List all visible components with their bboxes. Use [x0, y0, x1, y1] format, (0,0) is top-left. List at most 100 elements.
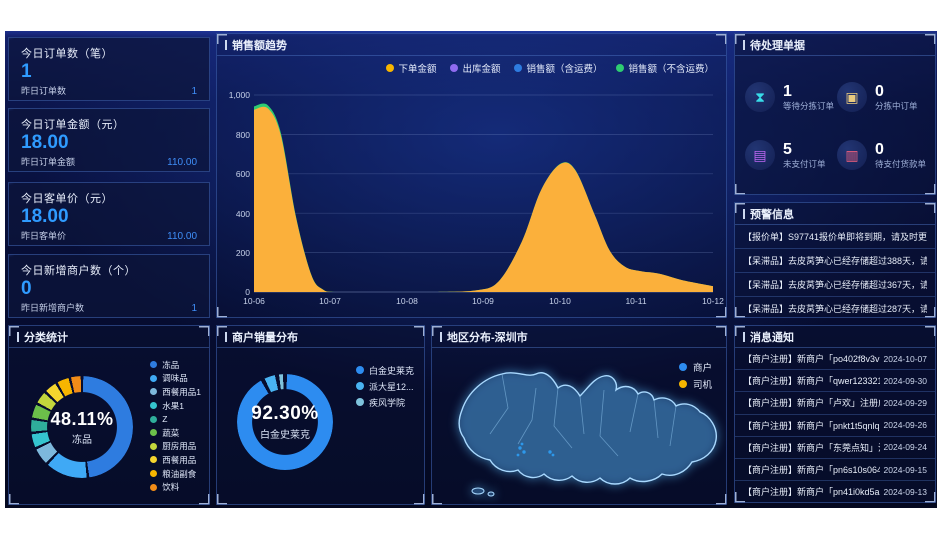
legend-dot-icon	[150, 388, 158, 396]
legend-dot-icon	[150, 374, 158, 382]
card-prev-value: 1	[191, 303, 197, 314]
legend-item[interactable]: 蔬菜	[150, 426, 201, 440]
legend-label: 疾风学院	[368, 397, 405, 408]
trend-legend: 下单金额 出库金额 销售额（含运费） 销售额（不含运费）	[386, 61, 714, 75]
message-row[interactable]: 【商户注册】新商户「东莞点知」注册成功...2024-09-24	[735, 437, 935, 459]
region-map-panel: 地区分布-深圳市 商户 司机	[431, 325, 727, 505]
legend-label: 下单金额	[398, 64, 437, 75]
x-axis-tick: 10-11	[625, 296, 647, 306]
panel-title: 销售额趋势	[217, 34, 726, 56]
legend-item[interactable]: 饮料	[150, 480, 201, 494]
legend-label: 派大星12...	[368, 381, 414, 392]
legend-item[interactable]: 出库金额	[450, 61, 500, 75]
hourglass-icon	[745, 82, 775, 112]
legend-dot-icon	[150, 442, 158, 450]
message-row[interactable]: 【商户注册】新商户「pn41i0kd5a5nvkpepvj...2024-09-…	[735, 481, 935, 502]
donut-ring[interactable]	[237, 374, 333, 470]
dashboard: 今日订单数（笔） 1 昨日订单数 1 今日订单金额（元） 18.00 昨日订单金额…	[5, 31, 937, 508]
legend-label: Z	[162, 414, 168, 425]
message-text: 【商户注册】新商户「qwer12332100」注册...	[743, 376, 880, 387]
x-axis-tick: 10-10	[549, 296, 571, 306]
donut-center: 92.30% 白金史莱克	[237, 374, 333, 470]
message-text: 【商户注册】新商户「东莞点知」注册成功...	[743, 442, 880, 453]
legend-item[interactable]: 销售额（含运费）	[514, 61, 602, 75]
pending-count: 0	[875, 82, 884, 100]
donut-center-label: 冻品	[72, 434, 92, 446]
x-axis-tick: 10-12	[702, 296, 724, 306]
legend-item[interactable]: 粮油副食	[150, 467, 201, 481]
pending-item-unpaid-orders[interactable]: 5 未支付订单	[745, 126, 837, 184]
wallet-icon	[745, 140, 775, 170]
legend-item[interactable]: 销售额（不含运费）	[616, 61, 714, 75]
message-date: 2024-09-29	[883, 397, 927, 408]
legend-dot-icon	[150, 361, 158, 369]
category-donut-chart[interactable]: 48.11% 冻品	[31, 376, 133, 478]
legend-dot-icon	[150, 470, 158, 478]
legend-label: 西餐用品	[162, 454, 197, 465]
legend-item[interactable]: 商户	[678, 358, 712, 375]
message-row[interactable]: 【商户注册】新商户「pn6s10s064c7b7ul3ll...2024-09-…	[735, 459, 935, 482]
legend-item[interactable]: 西餐用品1	[150, 385, 201, 399]
legend-item[interactable]: 西餐用品	[150, 453, 201, 467]
card-title: 今日客单价（元）	[21, 193, 113, 205]
card-prev-label: 昨日订单金额	[21, 157, 76, 167]
panel-title-text: 商户销量分布	[232, 331, 298, 344]
message-text: 【商户注册】新商户「po402f8v3v70pr238k...	[743, 354, 880, 365]
alert-row[interactable]: 【呆滞品】去皮莴笋心已经存储超过388天，请留意！（...	[735, 249, 935, 273]
legend-dot-icon	[150, 429, 158, 437]
pending-label: 待支付货款单	[875, 158, 927, 169]
legend-item[interactable]: 调味品	[150, 372, 201, 386]
trend-area-chart[interactable]	[217, 34, 728, 319]
pending-label: 未支付订单	[783, 158, 826, 169]
pending-count: 1	[783, 82, 792, 100]
merchant-donut-chart[interactable]: 92.30% 白金史莱克	[237, 374, 333, 470]
alert-text: 【呆滞品】去皮莴笋心已经存储超过367天，请留意！（...	[743, 280, 927, 290]
merchant-dots	[516, 442, 555, 457]
alert-row[interactable]: 【呆滞品】去皮莴笋心已经存储超过367天，请留意！（...	[735, 273, 935, 297]
notification-panel: 消息通知 【商户注册】新商户「po402f8v3v70pr238k...2024…	[734, 325, 936, 503]
donut-ring[interactable]	[31, 376, 133, 478]
legend-item[interactable]: 疾风学院	[355, 394, 414, 410]
card-prev-value: 110.00	[167, 157, 197, 168]
message-row[interactable]: 【商户注册】新商户「po402f8v3v70pr238k...2024-10-0…	[735, 348, 935, 371]
legend-label: 冻品	[162, 359, 180, 370]
legend-item[interactable]: 派大星12...	[355, 378, 414, 394]
message-text: 【商户注册】新商户「pn41i0kd5a5nvkpepvj...	[743, 487, 880, 498]
legend-item[interactable]: 白金史莱克	[355, 362, 414, 378]
legend-item[interactable]: 厨房用品	[150, 440, 201, 454]
alert-row[interactable]: 【报价单】S97741报价单即将到期，请及时更新报价！	[735, 225, 935, 249]
legend-item[interactable]: 下单金额	[386, 61, 436, 75]
message-row[interactable]: 【商户注册】新商户「卢欢」注册成功，请...2024-09-29	[735, 392, 935, 415]
alert-row[interactable]: 【呆滞品】去皮莴笋心已经存储超过287天，请留意！（...	[735, 297, 935, 317]
stat-card-avg-price: 今日客单价（元） 18.00 昨日客单价 110.00	[8, 182, 210, 246]
legend-label: 粮油副食	[162, 468, 197, 479]
pending-item-waiting-sort[interactable]: 1 等待分拣订单	[745, 68, 837, 126]
pending-item-unpaid-bills[interactable]: 0 待支付货款单	[837, 126, 929, 184]
legend-item[interactable]: 司机	[678, 375, 712, 392]
legend-item[interactable]: Z	[150, 412, 201, 426]
alert-text: 【呆滞品】去皮莴笋心已经存储超过388天，请留意！（...	[743, 256, 927, 266]
category-stats-panel: 分类统计 48.11% 冻品 冻品 调味品 西餐用品1 水果1 Z 蔬菜 厨房用…	[8, 325, 210, 505]
legend-label: 出库金额	[462, 64, 501, 75]
stat-card-orders: 今日订单数（笔） 1 昨日订单数 1	[8, 37, 210, 101]
panel-title-text: 消息通知	[750, 331, 794, 344]
card-value: 18.00	[21, 132, 69, 153]
message-row[interactable]: 【商户注册】新商户「qwer12332100」注册...2024-09-30	[735, 370, 935, 393]
card-prev-value: 1	[191, 86, 197, 97]
panel-title: 分类统计	[9, 326, 209, 348]
alerts-panel: 预警信息 【报价单】S97741报价单即将到期，请及时更新报价！ 【呆滞品】去皮…	[734, 202, 936, 318]
y-axis-tick: 0	[245, 287, 250, 297]
legend-label: 白金史莱克	[368, 365, 414, 376]
message-date: 2024-09-15	[883, 464, 927, 475]
legend-item[interactable]: 冻品	[150, 358, 201, 372]
message-row[interactable]: 【商户注册】新商户「pnkt1t5qnlq2h11o2p...2024-09-2…	[735, 415, 935, 437]
shenzhen-map[interactable]	[432, 348, 728, 504]
legend-dot-icon	[355, 398, 364, 406]
pending-item-sorting[interactable]: 0 分拣中订单	[837, 68, 929, 126]
legend-dot-icon	[616, 64, 625, 72]
legend-item[interactable]: 水果1	[150, 399, 201, 413]
panel-title: 预警信息	[735, 203, 935, 225]
box-icon	[837, 82, 867, 112]
pending-count: 0	[875, 140, 884, 158]
panel-title-text: 待处理单据	[750, 39, 805, 52]
